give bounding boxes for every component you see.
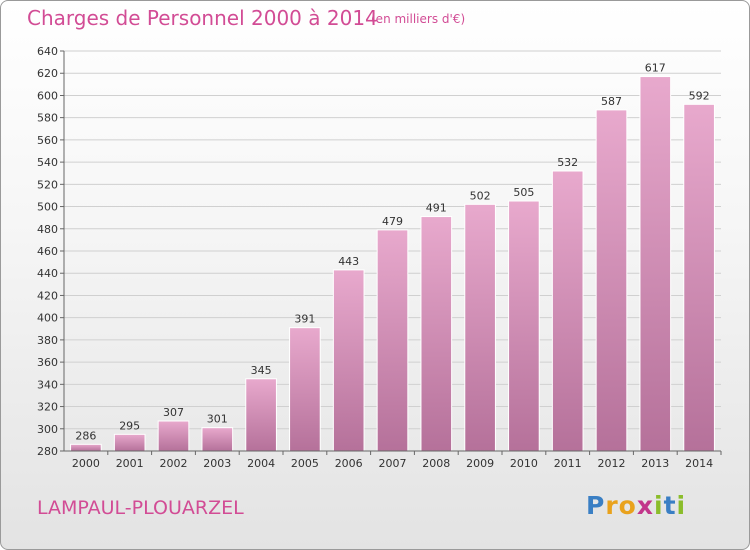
x-tick-label: 2002 bbox=[160, 457, 188, 470]
data-label: 505 bbox=[513, 186, 534, 199]
proxiti-logo: Proxiti bbox=[586, 491, 686, 520]
data-label: 391 bbox=[294, 313, 315, 326]
bar bbox=[332, 269, 365, 452]
y-tick-label: 380 bbox=[37, 334, 58, 347]
logo-letter: r bbox=[605, 491, 619, 520]
logo-letter: o bbox=[618, 491, 637, 520]
x-tick-label: 2014 bbox=[685, 457, 713, 470]
data-label: 345 bbox=[251, 364, 272, 377]
data-label: 295 bbox=[119, 419, 140, 432]
y-tick-label: 360 bbox=[37, 356, 58, 369]
y-tick-label: 640 bbox=[37, 45, 58, 58]
bar bbox=[201, 427, 234, 452]
x-tick-label: 2012 bbox=[598, 457, 626, 470]
bar bbox=[595, 109, 628, 452]
bar bbox=[639, 76, 672, 452]
commune-name: LAMPAUL-PLOUARZEL bbox=[37, 497, 244, 519]
y-tick-label: 600 bbox=[37, 89, 58, 102]
bar bbox=[508, 200, 540, 452]
bar bbox=[683, 103, 715, 452]
x-tick-label: 2000 bbox=[72, 457, 100, 470]
bar bbox=[70, 443, 102, 452]
x-tick-label: 2013 bbox=[641, 457, 669, 470]
y-tick-label: 520 bbox=[37, 178, 58, 191]
x-tick-label: 2008 bbox=[422, 457, 450, 470]
chart-subtitle: (en milliers d'€) bbox=[371, 12, 466, 26]
logo-letter: P bbox=[586, 491, 606, 520]
x-tick-label: 2006 bbox=[335, 457, 363, 470]
x-tick-label: 2011 bbox=[554, 457, 582, 470]
data-label: 592 bbox=[689, 89, 710, 102]
data-label: 502 bbox=[470, 189, 491, 202]
logo-letter: i bbox=[676, 491, 687, 520]
y-tick-label: 480 bbox=[37, 223, 58, 236]
bars: 286 295 307 301 345 391 443 479 491 502 505 532 587 6… bbox=[70, 62, 715, 452]
bar bbox=[376, 229, 409, 452]
x-tick-label: 2007 bbox=[379, 457, 407, 470]
y-tick-label: 620 bbox=[37, 67, 58, 80]
bar bbox=[464, 203, 496, 452]
y-tick-label: 560 bbox=[37, 134, 58, 147]
logo-letter: i bbox=[654, 491, 664, 520]
chart-title: Charges de Personnel 2000 à 2014 bbox=[27, 6, 378, 30]
data-label: 307 bbox=[163, 406, 184, 419]
y-tick-label: 280 bbox=[37, 445, 58, 458]
data-label: 286 bbox=[75, 429, 96, 442]
y-tick-label: 440 bbox=[37, 267, 58, 280]
data-label: 443 bbox=[338, 255, 359, 268]
x-tick-label: 2001 bbox=[116, 457, 144, 470]
y-tick-label: 540 bbox=[37, 156, 58, 169]
x-tick-label: 2004 bbox=[247, 457, 275, 470]
y-tick-label: 580 bbox=[37, 112, 58, 125]
bar bbox=[157, 420, 190, 452]
data-label: 617 bbox=[645, 62, 666, 75]
y-tick-label: 320 bbox=[37, 401, 58, 414]
data-label: 491 bbox=[426, 202, 447, 215]
y-tick-label: 420 bbox=[37, 289, 58, 302]
y-tick-label: 340 bbox=[37, 378, 58, 391]
y-tick-label: 400 bbox=[37, 312, 58, 325]
bar bbox=[289, 327, 321, 452]
y-tick-label: 460 bbox=[37, 245, 58, 258]
data-label: 532 bbox=[557, 156, 578, 169]
x-tick-label: 2009 bbox=[466, 457, 494, 470]
bar bbox=[245, 378, 277, 452]
data-label: 587 bbox=[601, 95, 622, 108]
logo-letter: t bbox=[663, 491, 677, 520]
data-label: 479 bbox=[382, 215, 403, 228]
x-tick-label: 2010 bbox=[510, 457, 538, 470]
x-tick-label: 2005 bbox=[291, 457, 319, 470]
y-tick-label: 300 bbox=[37, 423, 58, 436]
x-tick-label: 2003 bbox=[203, 457, 231, 470]
bar bbox=[420, 216, 453, 452]
axes: 280 300 320 340 360 380 400 420 440 460 480 500 520 5… bbox=[37, 45, 722, 470]
bar bbox=[113, 433, 146, 452]
y-tick-label: 500 bbox=[37, 201, 58, 214]
logo-letter: x bbox=[636, 491, 654, 520]
data-label: 301 bbox=[207, 413, 228, 426]
bar bbox=[551, 170, 584, 452]
